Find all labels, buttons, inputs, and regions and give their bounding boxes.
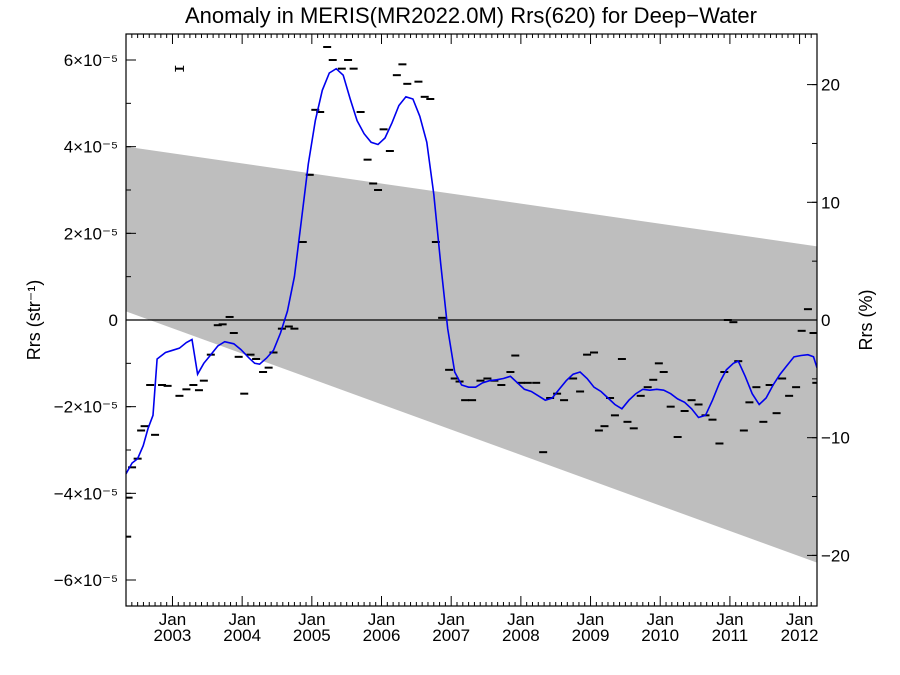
x-tick-year-label: 2008 (502, 626, 540, 645)
x-tick-month-label: Jan (507, 610, 534, 629)
y-left-tick-label: −4×10⁻⁵ (54, 484, 118, 503)
x-tick-month-label: Jan (368, 610, 395, 629)
y-left-tick-label: −2×10⁻⁵ (54, 398, 118, 417)
x-tick-month-label: Jan (716, 610, 743, 629)
y-right-tick-label: −10 (821, 429, 850, 448)
plot-area (126, 46, 817, 563)
uncertainty-band (126, 146, 817, 563)
running-mean-line (126, 67, 817, 475)
axes: 6×10⁻⁵ 4×10⁻⁵ 2×10⁻⁵ 0 −2×10⁻⁵ −4×10⁻⁵ −6×10⁻⁵… (54, 34, 850, 645)
x-tick-month-label: Jan (228, 610, 255, 629)
x-tick-year-label: 2007 (432, 626, 470, 645)
plot-layer (126, 46, 817, 563)
y-axis-left-label: Rrs (str⁻¹) (24, 280, 44, 360)
y-left-tick-label: 2×10⁻⁵ (64, 224, 118, 243)
x-tick-month-label: Jan (647, 610, 674, 629)
y-left-tick-label: 0 (109, 311, 118, 330)
x-tick-year-label: 2009 (572, 626, 610, 645)
chart-title: Anomaly in MERIS(MR2022.0M) Rrs(620) for… (185, 3, 757, 28)
x-tick-month-label: Jan (437, 610, 464, 629)
y-left-tick-label: 6×10⁻⁵ (64, 51, 118, 70)
y-axis-right-label: Rrs (%) (856, 290, 876, 351)
x-tick-year-label: 2004 (223, 626, 261, 645)
x-tick-year-label: 2010 (641, 626, 679, 645)
x-tick-year-label: 2011 (712, 626, 749, 645)
y-left-tick-label: −6×10⁻⁵ (54, 571, 118, 590)
y-right-tick-label: 10 (821, 193, 840, 212)
x-tick-year-label: 2005 (293, 626, 331, 645)
y-right-tick-label: 20 (821, 76, 840, 95)
x-tick-month-label: Jan (159, 610, 186, 629)
x-tick-month-label: Jan (298, 610, 325, 629)
x-tick-year-label: 2003 (154, 626, 192, 645)
x-tick-year-label: 2006 (363, 626, 401, 645)
y-right-tick-label: 0 (821, 311, 830, 330)
x-tick-year-label: 2012 (781, 626, 819, 645)
x-tick-month-label: Jan (577, 610, 604, 629)
x-tick-month-label: Jan (786, 610, 813, 629)
y-right-tick-label: −20 (821, 546, 850, 565)
y-left-tick-label: 4×10⁻⁵ (64, 138, 118, 157)
